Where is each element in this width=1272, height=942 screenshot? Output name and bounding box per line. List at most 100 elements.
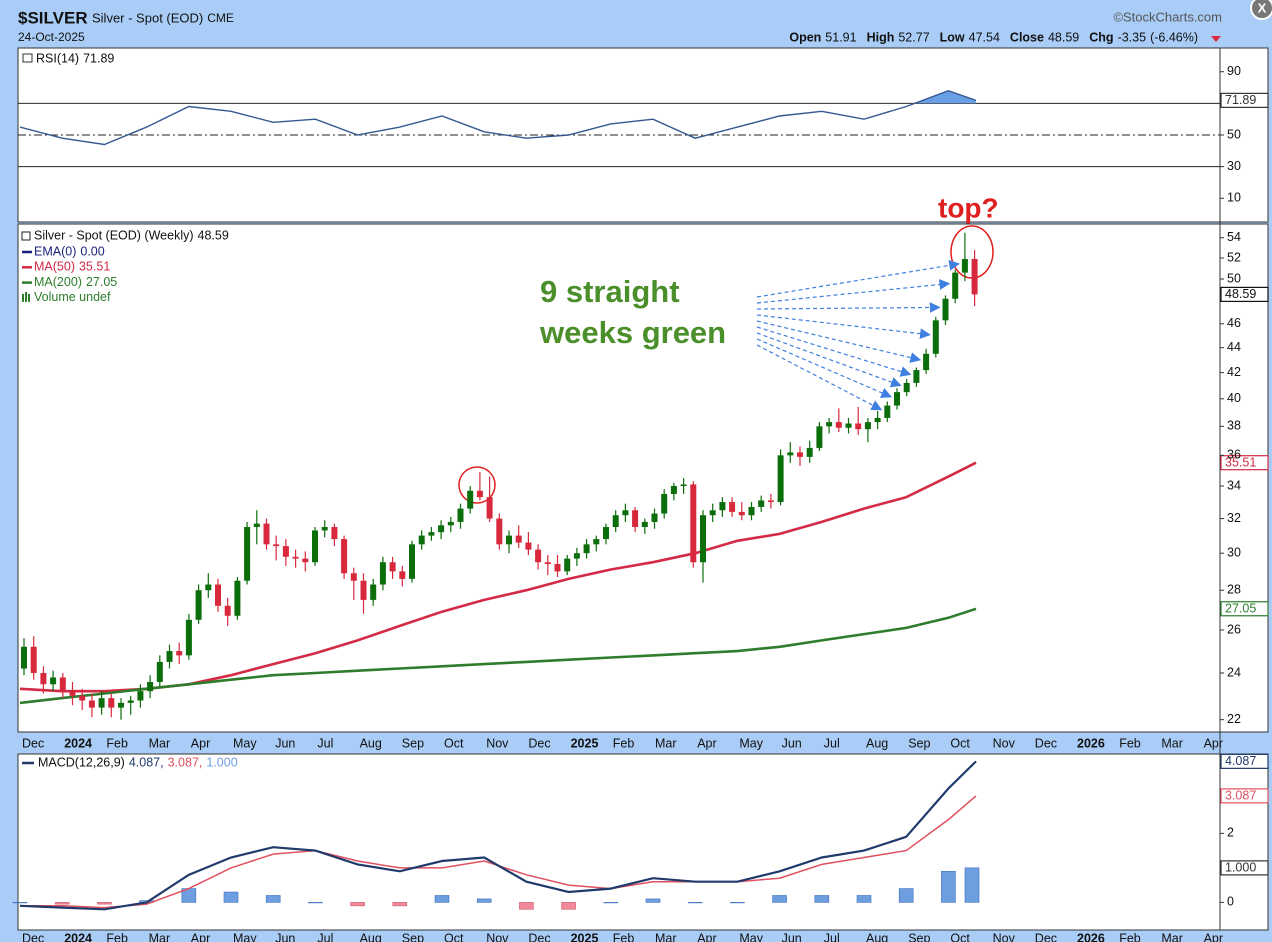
histogram-bar — [476, 898, 492, 903]
quote-label: Low — [940, 30, 965, 44]
candle-body — [661, 493, 668, 514]
value-tag — [1220, 753, 1269, 769]
y-tick-label: 38 — [1227, 419, 1241, 433]
histogram-bar — [434, 895, 450, 903]
value-tag — [1220, 286, 1269, 302]
macd-panel — [17, 753, 1269, 931]
y-tick-label: 40 — [1227, 391, 1241, 405]
x-tick-label: Jul — [317, 736, 333, 750]
candle-body — [253, 523, 260, 528]
legend-label: Volume undef — [34, 290, 111, 304]
x-tick-label: Jul — [824, 931, 840, 942]
histogram-bar — [519, 902, 534, 910]
x-tick-label: Apr — [697, 736, 716, 750]
candle-body — [370, 584, 377, 600]
overbought-fill — [914, 90, 976, 104]
quote-value: 47.54 — [969, 30, 1000, 44]
x-tick-label: Jul — [317, 931, 333, 942]
candle-body — [544, 562, 551, 565]
y-tick-label: 0 — [1227, 895, 1234, 909]
candle-body — [864, 422, 871, 430]
annotation-arrow — [756, 344, 883, 411]
candle-body — [506, 535, 512, 545]
symbol: $SILVER — [18, 8, 88, 27]
x-tick-label: 2026 — [1077, 931, 1105, 942]
macd-line — [19, 760, 977, 911]
quote-label: Close — [1010, 30, 1044, 44]
candle-body — [641, 521, 648, 528]
x-tick-label: Feb — [106, 931, 128, 942]
x-tick-label: 2024 — [64, 931, 92, 942]
legend-value: 0.00 — [80, 244, 104, 258]
legend-label: RSI(14) — [36, 51, 79, 65]
candle-body — [700, 515, 706, 563]
legend-value: 27.05 — [86, 275, 117, 289]
x-tick-label: Feb — [1119, 931, 1141, 942]
quote-pct: (-6.46%) — [1150, 30, 1198, 44]
candle-body — [564, 558, 571, 572]
x-tick-label: Apr — [191, 736, 210, 750]
legend-swatch — [25, 291, 27, 302]
histogram-bar — [814, 895, 830, 903]
x-tick-label: Jun — [782, 736, 802, 750]
candle-body — [30, 646, 37, 673]
x-tick-label: Jun — [782, 931, 802, 942]
candle-body — [874, 417, 881, 423]
candle-body — [903, 382, 910, 393]
candle-body — [389, 562, 396, 572]
x-tick-label: Mar — [149, 736, 171, 750]
x-tick-label: Oct — [444, 931, 464, 942]
candle-body — [719, 502, 726, 511]
legend-label: EMA(0) — [34, 244, 76, 258]
date: 24-Oct-2025 — [18, 30, 85, 44]
x-tick-label: Aug — [360, 931, 382, 942]
candle-body — [923, 353, 930, 371]
candle-body — [476, 490, 483, 498]
candle-body — [826, 422, 833, 427]
close-button[interactable] — [1250, 0, 1272, 20]
legend-value: 48.59 — [198, 228, 229, 242]
candle-body — [855, 423, 862, 430]
x-tick-label: Apr — [1204, 736, 1223, 750]
quote-value: 48.59 — [1048, 30, 1079, 44]
x-tick-label: Dec — [528, 736, 550, 750]
legend-icon — [22, 53, 33, 63]
x-tick-label: Dec — [1035, 736, 1057, 750]
x-tick-label: Aug — [360, 736, 382, 750]
histogram-bar — [964, 867, 980, 903]
x-tick-label: Sep — [908, 736, 930, 750]
candle-body — [622, 510, 629, 516]
candle-body — [942, 298, 949, 321]
legend-value: 3.087, — [168, 755, 203, 769]
legend-label: Silver - Spot (EOD) (Weekly) — [34, 228, 194, 242]
candle-body — [399, 571, 406, 579]
y-tick-label: 30 — [1227, 159, 1241, 173]
candle-body — [835, 422, 842, 428]
value-tag — [1220, 455, 1269, 471]
candle-body — [932, 320, 939, 354]
value-tag — [1220, 860, 1269, 876]
candle-body — [709, 510, 716, 516]
exchange: CME — [207, 11, 234, 25]
x-tick-label: Mar — [149, 931, 171, 942]
legend-value: 1.000 — [206, 755, 237, 769]
histogram-bar — [12, 902, 28, 904]
candle-body — [554, 564, 561, 572]
candle-body — [894, 392, 900, 406]
x-tick-label: 2025 — [571, 931, 599, 942]
x-tick-label: Apr — [1204, 931, 1223, 942]
candle-body — [748, 506, 755, 516]
candle-body — [79, 695, 86, 701]
histogram-bar — [856, 895, 872, 903]
candle-body — [185, 619, 192, 656]
macd-line — [20, 795, 977, 909]
candle-body — [350, 573, 357, 581]
quote: Open 51.91 High 52.77 Low 47.54 Close 48.59 Chg -… — [789, 30, 1198, 44]
value-tag-label: 71.89 — [1225, 93, 1256, 107]
annotation: 9 straight — [540, 274, 680, 309]
x-tick-label: May — [739, 736, 763, 750]
value-tag-label: 48.59 — [1225, 287, 1256, 301]
candle-body — [670, 486, 677, 494]
x-tick-label: Mar — [655, 736, 677, 750]
